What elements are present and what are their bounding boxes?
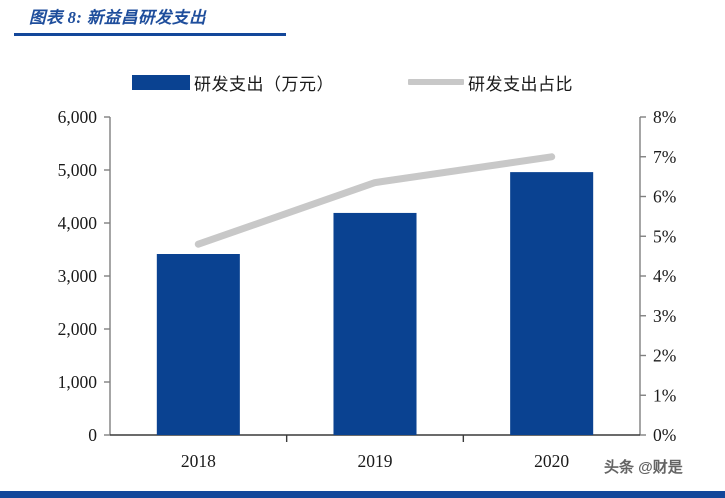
y-axis-right-tick-label: 7% (653, 147, 676, 167)
bar-2018[interactable] (156, 254, 240, 435)
line-path-ratio-series[interactable] (194, 153, 556, 248)
y-axis-right-tick-label: 0% (653, 425, 676, 445)
y-axis-right: 0% 1% 2% 3% 4% 5% 6% 7% 8% (639, 107, 676, 445)
figure-header: 图表 8: 新益昌研发支出 (0, 0, 725, 40)
title-divider (14, 33, 286, 36)
legend-label-line-series: 研发支出占比 (468, 74, 573, 94)
x-axis-category-label: 2018 (181, 451, 216, 471)
x-axis: 2018 2019 2020 (110, 434, 640, 471)
y-axis-right-tick-label: 3% (653, 306, 676, 326)
y-axis-left-tick-label: 1,000 (58, 372, 98, 392)
legend-item-line-series[interactable]: 研发支出占比 (408, 68, 573, 96)
y-axis-right-tick-label: 2% (653, 346, 676, 366)
y-axis-left-tick-label: 0 (88, 425, 97, 445)
legend-item-bar-series[interactable]: 研发支出（万元） (132, 68, 334, 96)
y-axis-left: 0 1,000 2,000 3,000 4,000 5,000 6,000 (58, 107, 111, 445)
y-axis-right-tick-label: 4% (653, 266, 676, 286)
line-series (194, 153, 556, 248)
x-axis-category-label: 2019 (358, 451, 393, 471)
y-axis-left-tick-label: 6,000 (58, 107, 98, 127)
y-axis-left-tick-label: 4,000 (58, 213, 98, 233)
bar-2020[interactable] (510, 172, 594, 435)
y-axis-right-tick-label: 5% (653, 226, 676, 246)
y-axis-left-tick-label: 5,000 (58, 160, 98, 180)
bar-series (156, 172, 594, 435)
y-axis-right-tick-label: 8% (653, 107, 676, 127)
legend-swatch-bar-icon (132, 74, 190, 90)
watermark: 头条 @财是 (604, 459, 683, 476)
y-axis-left-tick-label: 2,000 (58, 319, 98, 339)
page-title: 图表 8: 新益昌研发支出 (29, 8, 206, 27)
bottom-divider (0, 491, 725, 498)
legend-swatch-line-icon (408, 79, 464, 85)
y-axis-left-tick-label: 3,000 (58, 266, 98, 286)
y-axis-right-tick-label: 1% (653, 385, 676, 405)
chart-legend: 研发支出（万元） 研发支出占比 (0, 68, 725, 96)
bar-2019[interactable] (333, 212, 417, 435)
y-axis-right-tick-label: 6% (653, 187, 676, 207)
legend-label-bar-series: 研发支出（万元） (194, 74, 334, 94)
x-axis-category-label: 2020 (534, 451, 569, 471)
